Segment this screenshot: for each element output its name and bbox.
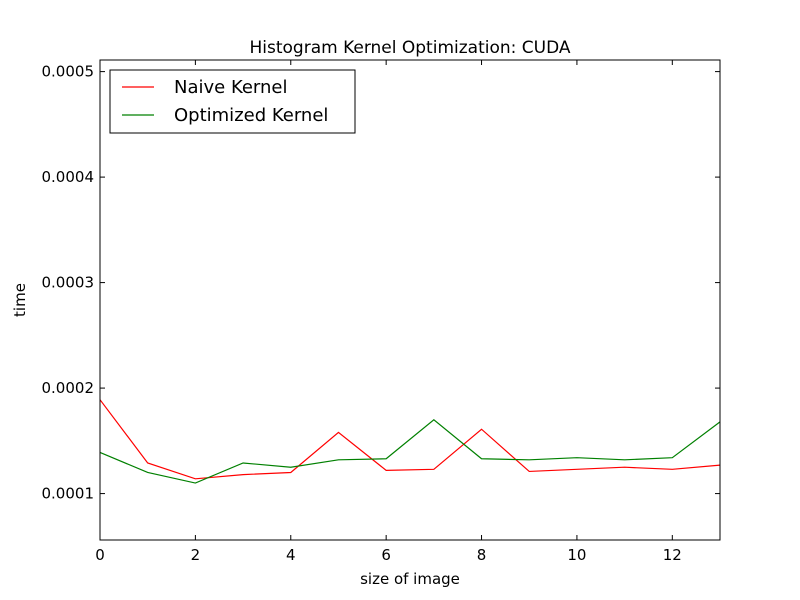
legend-label: Optimized Kernel [174,105,328,126]
x-tick-label: 12 [663,546,682,564]
x-tick-label: 4 [286,546,296,564]
legend: Naive Kernel Optimized Kernel [109,69,356,134]
x-tick-label: 10 [567,546,586,564]
y-tick-label: 0.0002 [42,379,95,397]
x-tick-label: 2 [191,546,201,564]
y-tick-label: 0.0005 [42,63,95,81]
chart-title: Histogram Kernel Optimization: CUDA [249,38,570,58]
y-axis-label: time [11,283,29,317]
x-tick-label: 8 [477,546,487,564]
legend-box [109,69,356,134]
x-tick-label: 0 [95,546,105,564]
x-tick-label: 6 [381,546,391,564]
legend-label: Naive Kernel [174,77,288,98]
plot-frame [99,59,721,541]
y-tick-label: 0.0004 [42,168,95,186]
x-axis-label: size of image [360,570,460,588]
series-line-optimized-kernel [99,418,721,484]
y-tick-label: 0.0003 [42,274,95,292]
y-tick-label: 0.0001 [42,485,95,503]
series-line-naive-kernel [99,399,721,480]
